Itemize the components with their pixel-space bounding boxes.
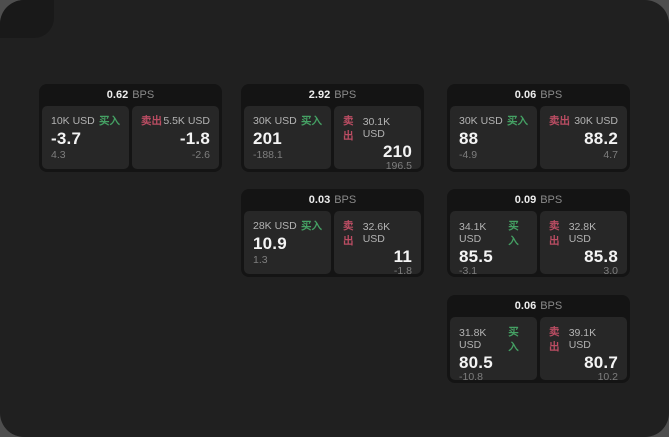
- buy-delta: -4.9: [459, 149, 478, 161]
- sell-panel[interactable]: 卖出 5.5K USD -1.8 -2.6: [132, 106, 219, 169]
- spread-header: 0.03 BPS: [241, 189, 424, 211]
- buy-notional: 28K USD: [253, 219, 297, 232]
- sell-delta: 10.2: [597, 371, 618, 383]
- buy-delta: 4.3: [51, 149, 66, 161]
- buy-notional: 30K USD: [253, 114, 297, 127]
- buy-delta: -3.1: [459, 265, 478, 277]
- buy-notional: 30K USD: [459, 114, 503, 127]
- sell-tag: 卖出: [343, 220, 354, 247]
- buy-panel[interactable]: 31.8K USD 买入 80.5 -10.8: [450, 317, 537, 383]
- sell-panel[interactable]: 卖出 32.8K USD 85.8 3.0: [540, 211, 627, 277]
- sell-price: 11: [393, 247, 412, 266]
- spread-unit-label: BPS: [540, 300, 563, 312]
- quote-card: 0.06 BPS 30K USD 买入 88 -4.9 卖出 30K USD 8…: [447, 84, 630, 172]
- buy-tag: 买入: [508, 220, 519, 247]
- sell-tag: 卖出: [549, 220, 560, 247]
- buy-tag: 买入: [507, 115, 528, 127]
- sell-delta: 4.7: [603, 149, 618, 161]
- buy-tag: 买入: [99, 115, 120, 127]
- sell-delta: 3.0: [603, 265, 618, 277]
- sell-panel[interactable]: 卖出 39.1K USD 80.7 10.2: [540, 317, 627, 383]
- quote-card: 2.92 BPS 30K USD 买入 201 -188.1 卖出 30.1K …: [241, 84, 424, 172]
- buy-delta: -188.1: [253, 149, 283, 161]
- buy-notional: 34.1K USD: [459, 221, 487, 245]
- sell-tag: 卖出: [141, 115, 162, 127]
- sell-notional: 32.6K USD: [362, 221, 391, 245]
- sell-delta: -1.8: [393, 265, 412, 277]
- sell-delta: 196.5: [385, 160, 412, 172]
- sell-panel[interactable]: 卖出 30.1K USD 210 196.5: [334, 106, 421, 172]
- buy-price: 88: [459, 129, 479, 148]
- spread-unit-label: BPS: [334, 194, 357, 206]
- spread-header: 0.06 BPS: [447, 295, 630, 317]
- buy-panel[interactable]: 34.1K USD 买入 85.5 -3.1: [450, 211, 537, 277]
- sell-notional: 5.5K USD: [163, 114, 210, 127]
- spread-header: 0.62 BPS: [39, 84, 222, 106]
- buy-panel[interactable]: 28K USD 买入 10.9 1.3: [244, 211, 331, 274]
- sell-notional: 30.1K USD: [362, 116, 391, 140]
- spread-header: 0.06 BPS: [447, 84, 630, 106]
- buy-price: 80.5: [459, 353, 493, 372]
- buy-delta: -10.8: [459, 371, 483, 383]
- sell-price: 88.2: [584, 129, 618, 148]
- spread-unit-label: BPS: [540, 194, 563, 206]
- spread-unit-label: BPS: [540, 89, 563, 101]
- buy-price: 85.5: [459, 247, 493, 266]
- sell-notional: 30K USD: [574, 114, 618, 127]
- buy-tag: 买入: [301, 220, 322, 232]
- buy-delta: 1.3: [253, 254, 268, 266]
- sell-panel[interactable]: 卖出 32.6K USD 11 -1.8: [334, 211, 421, 277]
- spread-value: 2.92: [308, 89, 331, 101]
- buy-price: 10.9: [253, 234, 287, 253]
- spread-value: 0.03: [308, 194, 331, 206]
- quote-card: 0.03 BPS 28K USD 买入 10.9 1.3 卖出 32.6K US…: [241, 189, 424, 277]
- spread-value: 0.06: [514, 89, 537, 101]
- buy-panel[interactable]: 10K USD 买入 -3.7 4.3: [42, 106, 129, 169]
- buy-notional: 31.8K USD: [459, 327, 487, 351]
- corner-overlay-shape: [0, 0, 54, 38]
- sell-notional: 39.1K USD: [568, 327, 597, 351]
- sell-delta: -2.6: [191, 149, 210, 161]
- spread-header: 2.92 BPS: [241, 84, 424, 106]
- sell-tag: 卖出: [343, 115, 354, 142]
- sell-tag: 卖出: [549, 115, 570, 127]
- spread-value: 0.06: [514, 300, 537, 312]
- buy-price: 201: [253, 129, 282, 148]
- sell-price: -1.8: [179, 129, 210, 148]
- buy-tag: 买入: [301, 115, 322, 127]
- spread-value: 0.09: [514, 194, 537, 206]
- quote-card: 0.06 BPS 31.8K USD 买入 80.5 -10.8 卖出 39.1…: [447, 295, 630, 383]
- sell-price: 80.7: [584, 353, 618, 372]
- sell-panel[interactable]: 卖出 30K USD 88.2 4.7: [540, 106, 627, 169]
- spread-value: 0.62: [106, 89, 129, 101]
- buy-tag: 买入: [508, 326, 519, 353]
- sell-notional: 32.8K USD: [568, 221, 597, 245]
- buy-panel[interactable]: 30K USD 买入 201 -188.1: [244, 106, 331, 169]
- sell-price: 210: [383, 142, 412, 161]
- buy-panel[interactable]: 30K USD 买入 88 -4.9: [450, 106, 537, 169]
- spread-header: 0.09 BPS: [447, 189, 630, 211]
- quote-card: 0.62 BPS 10K USD 买入 -3.7 4.3 卖出 5.5K USD…: [39, 84, 222, 172]
- buy-price: -3.7: [51, 129, 82, 148]
- buy-notional: 10K USD: [51, 114, 95, 127]
- quote-card: 0.09 BPS 34.1K USD 买入 85.5 -3.1 卖出 32.8K…: [447, 189, 630, 277]
- sell-price: 85.8: [584, 247, 618, 266]
- spread-unit-label: BPS: [334, 89, 357, 101]
- sell-tag: 卖出: [549, 326, 560, 353]
- spread-unit-label: BPS: [132, 89, 155, 101]
